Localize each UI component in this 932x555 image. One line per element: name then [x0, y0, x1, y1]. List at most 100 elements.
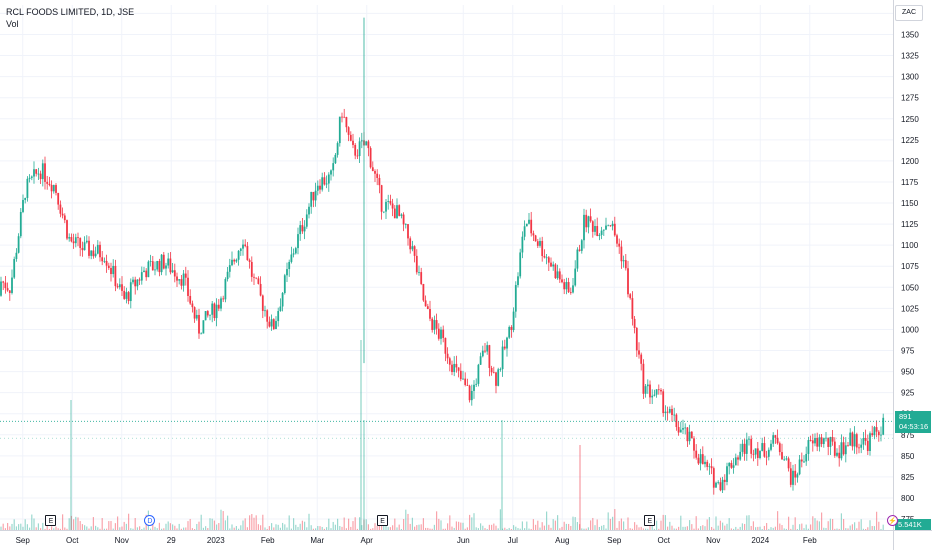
candle-body [396, 205, 398, 219]
volume-bar [422, 518, 424, 530]
volume-bar [660, 520, 662, 530]
volume-bar [20, 523, 22, 530]
candle-body [803, 461, 805, 463]
volume-bar [304, 521, 306, 530]
volume-bar [508, 527, 510, 530]
volume-bar [207, 528, 209, 530]
volume-bars [0, 340, 884, 530]
candle-body [479, 356, 482, 365]
volume-bar [174, 525, 176, 530]
candle-body [578, 249, 581, 251]
volume-bar [746, 515, 748, 530]
price-tick-label: 950 [901, 368, 915, 377]
candle-body [697, 457, 700, 464]
candle-body [224, 279, 227, 300]
candle-body [862, 437, 865, 445]
candle-body [132, 279, 134, 283]
volume-bar [125, 523, 127, 530]
symbol-title[interactable]: RCL FOODS LIMITED, 1D, JSE [6, 7, 135, 17]
volume-bar [414, 526, 416, 530]
candle-body [605, 225, 607, 230]
volume-bar [836, 528, 838, 530]
volume-bar [198, 521, 200, 530]
volume-bar [708, 517, 710, 530]
candle-body [796, 474, 799, 478]
volume-spike [501, 420, 503, 530]
candle-body [475, 383, 478, 385]
candle-body [46, 181, 49, 184]
time-tick-label: Nov [115, 536, 129, 545]
volume-bar [851, 524, 853, 530]
volume-bar [211, 518, 213, 530]
candle-body [521, 236, 524, 253]
candle-body [374, 171, 376, 174]
candle-body [666, 411, 669, 413]
volume-bar [706, 519, 708, 530]
volume-bar [871, 526, 873, 530]
volume-bar [57, 528, 59, 530]
volume-bar [301, 520, 303, 530]
time-axis[interactable]: Sep Oct Nov 29 2023 Feb Mar Apr Jun Jul Aug Sep Oct N… [16, 536, 818, 545]
volume-bar [818, 521, 820, 530]
earnings-event-marker[interactable]: E [644, 515, 656, 526]
candle-body [202, 320, 205, 334]
earnings-event-marker[interactable]: E [377, 515, 389, 526]
price-tick-label: 1025 [901, 304, 919, 313]
candle-body [217, 304, 220, 309]
candle-body [305, 214, 308, 227]
volume-bar [766, 523, 768, 530]
candle-body [393, 208, 396, 219]
candle-body [195, 314, 198, 319]
volume-bar [693, 528, 695, 530]
candle-body [616, 235, 618, 244]
volume-bar [328, 518, 330, 530]
candle-body [649, 384, 651, 398]
candle-body [528, 219, 530, 224]
candle-body [145, 270, 148, 278]
volume-bar [737, 528, 739, 530]
volume-bar [627, 517, 629, 530]
candle-body [286, 269, 288, 276]
candle-body [191, 303, 194, 308]
candle-body [277, 311, 280, 322]
candle-body [860, 444, 863, 448]
volume-bar [273, 527, 275, 530]
time-tick-label: 29 [167, 536, 176, 545]
candle-body [495, 372, 497, 386]
volume-bar [585, 528, 587, 530]
candle-body [668, 408, 671, 413]
volume-bar [233, 527, 235, 530]
volume-bar [387, 527, 389, 530]
volume-bar [550, 527, 552, 530]
candle-body [50, 184, 53, 192]
volume-bar [878, 521, 880, 530]
volume-bar [48, 528, 50, 530]
volume-bar [477, 528, 479, 530]
candle-body [246, 246, 249, 261]
volume-bar [576, 522, 578, 530]
candle-body [204, 311, 207, 321]
candle-body [750, 438, 753, 454]
candle-body [125, 292, 128, 299]
candles [0, 17, 885, 495]
candle-body [123, 290, 126, 299]
volume-legend-label[interactable]: Vol [6, 19, 19, 29]
candle-body [686, 427, 689, 442]
dividend-event-marker[interactable]: D [144, 515, 156, 526]
currency-badge[interactable]: ZAC [895, 5, 923, 21]
candle-body [699, 454, 702, 464]
volume-bar [717, 525, 719, 530]
volume-bar [11, 523, 13, 530]
time-tick-label: 2023 [207, 536, 225, 545]
volume-bar [176, 528, 178, 530]
candle-body [794, 470, 797, 478]
volume-bar [504, 527, 506, 530]
volume-bar [29, 527, 31, 530]
volume-bar [471, 517, 473, 530]
volume-bar [381, 524, 383, 530]
split-event-marker[interactable]: ⚡ [886, 515, 898, 526]
earnings-event-marker[interactable]: E [45, 515, 57, 526]
